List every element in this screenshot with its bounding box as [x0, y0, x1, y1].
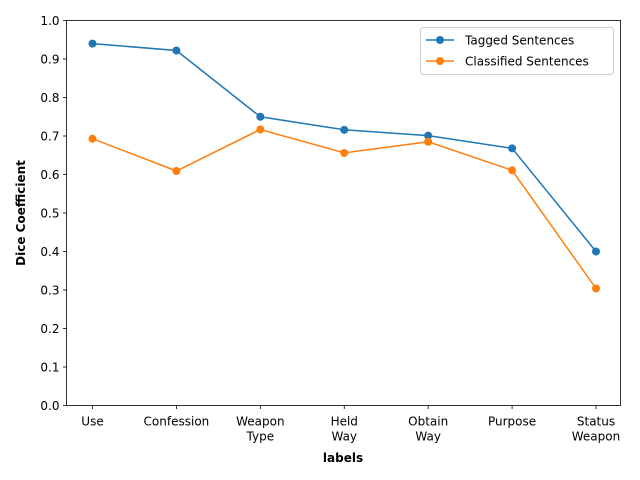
x-tick-label: Type — [246, 430, 275, 444]
x-tick-label: Held — [331, 415, 358, 429]
x-tick-label: Weapon — [236, 415, 284, 429]
legend-label-2: Classified Sentences — [465, 54, 589, 68]
y-tick-label: 0.6 — [40, 168, 59, 182]
series-1-point — [88, 39, 97, 48]
y-tick-label: 0.8 — [40, 91, 59, 105]
legend-marker-1 — [436, 36, 444, 44]
series-2-point — [592, 284, 600, 293]
legend-box — [420, 27, 614, 75]
legend: Tagged Sentences Classified Sentences — [420, 27, 614, 75]
series-2-point — [508, 166, 517, 175]
y-tick-label: 0.1 — [40, 360, 59, 374]
x-axis: Use Confession WeaponTypeHeldWayObtainWayP… — [81, 405, 620, 444]
x-tick-label: Weapon — [572, 430, 620, 444]
series-2-point — [256, 125, 265, 134]
series-1-point — [424, 131, 433, 140]
series-1-point — [172, 46, 181, 55]
x-tick-label: Purpose — [488, 415, 536, 429]
x-axis-label: labels — [323, 451, 363, 465]
x-tick-label: Obtain — [408, 415, 448, 429]
y-tick-label: 0.0 — [40, 399, 59, 413]
y-axis: 0.0 0.1 0.2 0.3 0.4 0.5 0.6 0.7 0.8 0.9 1.0 — [40, 14, 67, 413]
legend-marker-2 — [436, 57, 444, 65]
y-tick-label: 0.9 — [40, 52, 59, 66]
series-2-point — [424, 137, 433, 146]
y-tick-label: 0.2 — [40, 322, 59, 336]
x-tick-label: Confession — [144, 415, 210, 429]
series-2-point — [88, 134, 97, 143]
y-tick-label: 0.7 — [40, 129, 59, 143]
series-2-point — [340, 148, 349, 157]
x-tick-label: Use — [81, 415, 103, 429]
y-tick-label: 1.0 — [40, 14, 59, 28]
y-tick-label: 0.5 — [40, 206, 59, 220]
legend-label-1: Tagged Sentences — [464, 33, 574, 47]
x-tick-label: Way — [415, 430, 441, 444]
series-1-point — [256, 112, 265, 121]
series-2-point — [172, 167, 181, 176]
y-axis-label: Dice Coefficient — [14, 160, 28, 266]
y-tick-label: 0.3 — [40, 283, 59, 297]
series-layer — [88, 39, 600, 293]
x-tick-label: Way — [331, 430, 357, 444]
x-tick-label: Status — [577, 415, 615, 429]
y-tick-label: 0.4 — [40, 245, 59, 259]
series-1-point — [592, 247, 600, 256]
series-1-point — [340, 125, 349, 134]
series-1-point — [508, 144, 517, 153]
